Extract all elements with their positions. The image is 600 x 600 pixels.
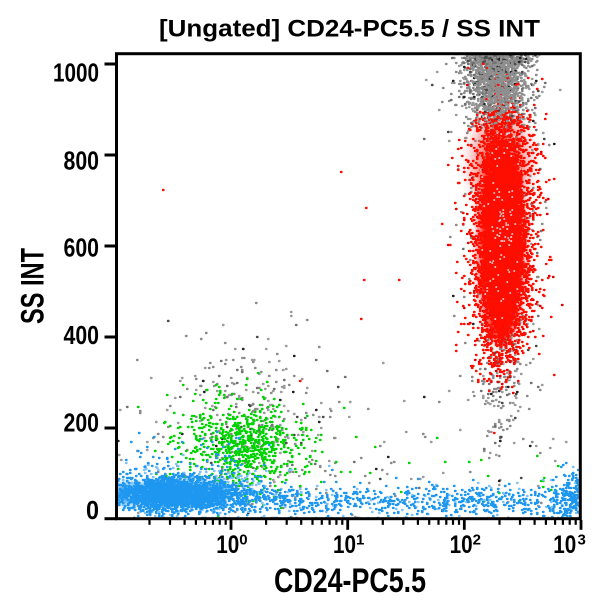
svg-text:0: 0 — [86, 497, 99, 525]
svg-text:10: 10 — [553, 531, 576, 559]
svg-text:10: 10 — [450, 531, 473, 559]
svg-text:3: 3 — [578, 532, 586, 549]
svg-text:400: 400 — [64, 322, 100, 350]
svg-text:2: 2 — [473, 532, 481, 549]
svg-text:200: 200 — [64, 410, 100, 438]
svg-text:0: 0 — [239, 532, 247, 549]
svg-text:10: 10 — [216, 531, 239, 559]
svg-text:1: 1 — [356, 532, 364, 549]
svg-text:800: 800 — [64, 148, 100, 176]
svg-text:[Ungated] CD24-PC5.5 / SS INT: [Ungated] CD24-PC5.5 / SS INT — [159, 16, 540, 43]
svg-text:1000: 1000 — [53, 60, 99, 88]
svg-text:CD24-PC5.5: CD24-PC5.5 — [274, 562, 426, 600]
svg-text:600: 600 — [64, 235, 100, 263]
svg-text:SS INT: SS INT — [15, 248, 51, 324]
svg-text:10: 10 — [333, 531, 356, 559]
